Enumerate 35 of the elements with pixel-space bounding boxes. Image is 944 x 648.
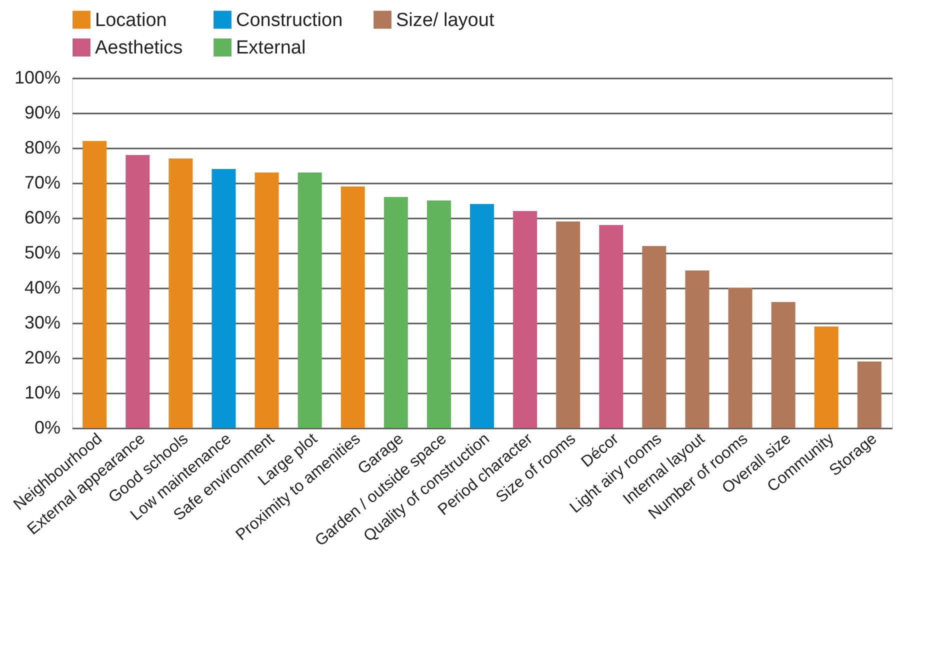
- y-tick-label: 10%: [24, 382, 60, 402]
- legend-label: Aesthetics: [95, 38, 183, 58]
- bar: [814, 326, 838, 428]
- legend-label: Size/ layout: [396, 10, 495, 31]
- bar: [857, 362, 882, 428]
- bar: [426, 200, 451, 428]
- bar: [298, 172, 322, 428]
- bar: [599, 225, 624, 428]
- bar: [340, 186, 365, 428]
- bar: [384, 197, 408, 428]
- bar: [771, 302, 796, 428]
- y-tick-label: 100%: [14, 68, 60, 88]
- bar: [168, 158, 193, 428]
- y-tick-label: 60%: [24, 208, 60, 228]
- y-tick-label: 20%: [24, 348, 60, 368]
- y-tick-label: 80%: [24, 138, 60, 158]
- legend-label: Location: [95, 10, 167, 31]
- bar: [728, 288, 752, 428]
- y-tick-label: 90%: [24, 102, 60, 122]
- bar: [470, 204, 494, 428]
- bar: [685, 270, 710, 428]
- bar: [212, 169, 236, 428]
- bar: [513, 211, 538, 428]
- bar: [82, 141, 107, 428]
- bar: [254, 172, 279, 428]
- bar: [556, 222, 580, 428]
- y-tick-label: 30%: [24, 312, 60, 332]
- legend-label: Construction: [236, 10, 343, 31]
- bar: [642, 246, 666, 428]
- y-tick-label: 50%: [24, 242, 60, 262]
- bar: [126, 155, 150, 428]
- y-tick-label: 70%: [24, 172, 60, 192]
- y-tick-label: 40%: [24, 278, 60, 298]
- legend-label: External: [236, 38, 306, 58]
- y-tick-label: 0%: [34, 418, 60, 438]
